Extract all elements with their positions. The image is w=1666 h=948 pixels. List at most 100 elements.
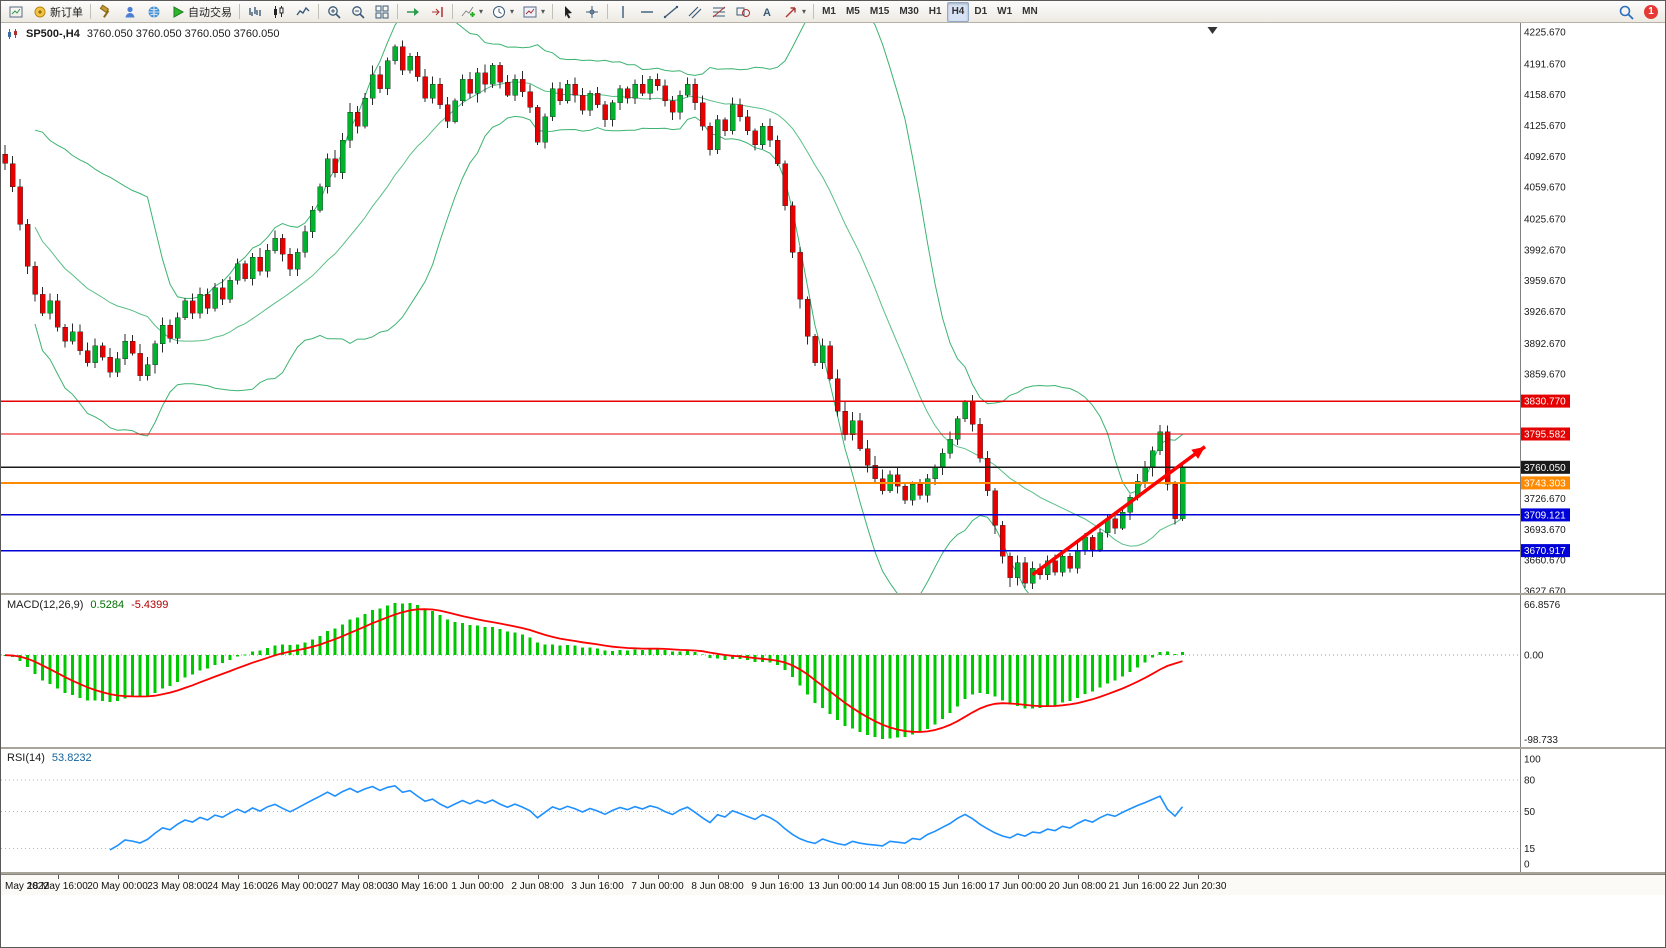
symbol-timeframe: SP500-,H4 (26, 28, 80, 40)
zoom-out-icon (352, 5, 365, 19)
ohlc-values: 3760.050 3760.050 3760.050 3760.050 (86, 28, 280, 40)
timeframe-mn-button[interactable]: MN (1022, 6, 1038, 17)
hammer-icon (99, 3, 110, 18)
svg-text:4092.670: 4092.670 (1524, 152, 1566, 163)
vline-icon (622, 5, 624, 18)
zoom-out-button[interactable] (346, 2, 370, 22)
shapes-button[interactable] (731, 2, 755, 22)
time-axis-label: 26 May 00:00 (267, 881, 328, 892)
time-axis-label: 27 May 08:00 (327, 881, 388, 892)
time-axis-tick (1137, 875, 1139, 879)
time-axis-label: 2 Jun 08:00 (511, 881, 564, 892)
play-icon (173, 5, 185, 18)
line-chart-button[interactable] (291, 2, 315, 22)
panel-splitter[interactable] (1, 593, 1665, 595)
time-axis-tick (537, 875, 539, 879)
timeframe-h4-button[interactable]: H4 (946, 1, 970, 22)
text-label-button[interactable]: A (755, 2, 779, 22)
arrow-objects-button[interactable]: ▾ (779, 2, 810, 22)
svg-text:3693.670: 3693.670 (1524, 525, 1566, 536)
toolbar-right: 1 (1614, 2, 1662, 22)
rsi-panel[interactable]: 100 80 50 15 0 (1, 749, 1666, 872)
time-axis-tick (417, 875, 419, 879)
auto-scroll-button[interactable] (401, 2, 425, 22)
templates-button[interactable]: ▾ (518, 2, 549, 22)
timeframe-m5-button[interactable]: M5 (845, 6, 860, 17)
time-axis-tick (117, 875, 119, 879)
trendline-button[interactable] (659, 2, 683, 22)
search-icon (1619, 5, 1634, 20)
toolbar-separator (552, 4, 554, 19)
timeframe-m30-button[interactable]: M30 (899, 6, 919, 17)
trend-arrow[interactable] (1031, 445, 1207, 577)
window-footer-blank (1, 895, 1665, 947)
toolbar-separator (318, 4, 319, 19)
crosshair-button[interactable] (580, 2, 604, 22)
tile-windows-button[interactable] (370, 2, 394, 22)
chart-shift-marker[interactable] (1207, 27, 1218, 34)
auto-trading-button[interactable]: 自动交易 (166, 2, 236, 22)
timeframe-m15-button[interactable]: M15 (869, 6, 890, 17)
timeframe-h1-button[interactable]: H1 (928, 6, 942, 17)
timeframe-w1-button[interactable]: W1 (997, 6, 1013, 17)
svg-text:4125.670: 4125.670 (1524, 121, 1566, 132)
price-chart-panel[interactable]: 4225.670 4191.670 4158.670 4125.670 4092.670… (1, 23, 1666, 593)
time-axis-tick (657, 875, 659, 879)
fibonacci-button[interactable] (707, 2, 731, 22)
timeframe-m1-button[interactable]: M1 (822, 6, 836, 17)
cursor-button[interactable] (556, 2, 580, 22)
svg-text:3670.917: 3670.917 (1524, 546, 1566, 557)
svg-text:3859.670: 3859.670 (1524, 370, 1566, 381)
svg-text:3709.121: 3709.121 (1524, 510, 1566, 521)
price-level-badge: 3795.582 (1521, 427, 1570, 441)
channel-icon (688, 6, 702, 18)
market-button[interactable] (142, 2, 166, 22)
line-chart-icon (296, 6, 310, 15)
new-order-button[interactable]: 新订单 (28, 2, 87, 22)
panel-splitter[interactable] (1, 747, 1665, 749)
candle-wicks (4, 40, 1183, 589)
price-level-badge: 3760.050 (1521, 460, 1570, 474)
price-level-badge: 3670.917 (1521, 544, 1570, 558)
svg-text:15: 15 (1524, 844, 1536, 855)
time-axis[interactable]: May 2022 18 May 16:00 20 May 00:00 23 May 0… (1, 874, 1665, 895)
price-chart[interactable]: 4225.670 4191.670 4158.670 4125.670 4092.670… (1, 23, 1666, 593)
horizontal-line-button[interactable] (635, 2, 659, 22)
time-axis-label: 24 May 16:00 (207, 881, 268, 892)
indicators-button[interactable]: ▾ (456, 2, 487, 22)
candles-chart-icon (274, 5, 284, 18)
periods-button[interactable]: ▾ (487, 2, 518, 22)
vertical-line-button[interactable] (611, 2, 635, 22)
trade-tools-button[interactable] (94, 2, 118, 22)
channel-button[interactable] (683, 2, 707, 22)
chart-window-button[interactable] (4, 2, 28, 22)
notification-badge[interactable]: 1 (1644, 4, 1658, 19)
profile-button[interactable] (118, 2, 142, 22)
svg-text:-98.733: -98.733 (1524, 735, 1558, 746)
candlestick-chart-button[interactable] (267, 2, 291, 22)
svg-text:3795.582: 3795.582 (1524, 430, 1566, 441)
chevron-down-icon: ▾ (541, 7, 546, 16)
rsi-label: RSI(14) 53.8232 (7, 752, 92, 764)
chart-shift-button[interactable] (425, 2, 449, 22)
macd-panel[interactable]: 66.8576 0.00 -98.733 (1, 595, 1666, 747)
time-axis-tick (237, 875, 239, 879)
svg-text:3743.303: 3743.303 (1524, 478, 1566, 489)
price-level-badge: 3830.770 (1521, 394, 1570, 408)
toolbar-separator (813, 4, 815, 19)
rsi-chart[interactable]: 100 80 50 15 0 (1, 749, 1666, 872)
time-axis-label: 20 May 00:00 (87, 881, 148, 892)
zoom-in-button[interactable] (322, 2, 346, 22)
svg-text:3892.670: 3892.670 (1524, 339, 1566, 350)
timeframe-d1-button[interactable]: D1 (974, 6, 988, 17)
time-axis-label: 23 May 08:00 (147, 881, 208, 892)
profile-icon (125, 6, 135, 17)
search-button[interactable] (1614, 2, 1638, 22)
svg-text:100: 100 (1524, 755, 1541, 766)
macd-chart[interactable]: 66.8576 0.00 -98.733 (1, 595, 1666, 747)
panel-splitter[interactable] (1, 872, 1665, 874)
svg-text:66.8576: 66.8576 (1524, 600, 1561, 611)
chevron-down-icon: ▾ (510, 7, 515, 16)
bar-chart-button[interactable] (243, 2, 267, 22)
time-axis-label: 1 Jun 00:00 (451, 881, 504, 892)
